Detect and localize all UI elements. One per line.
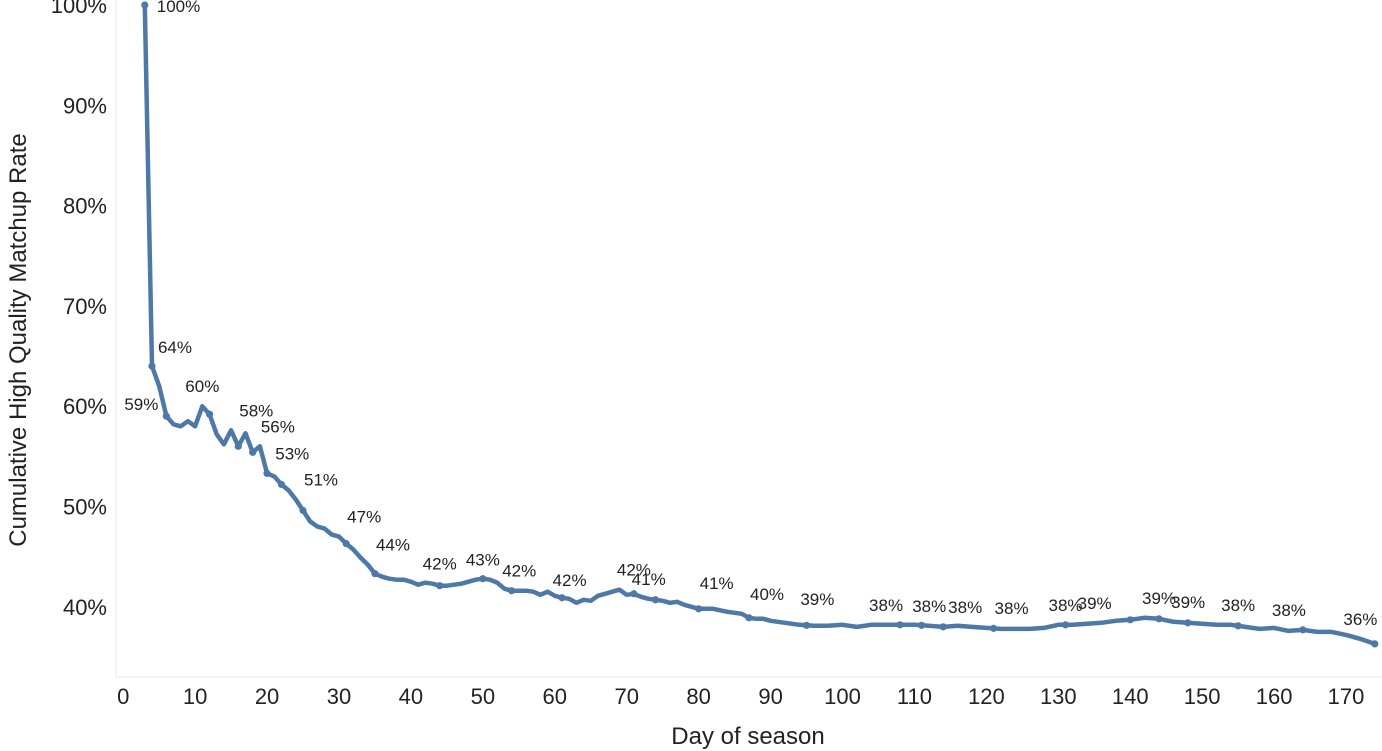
data-point (918, 621, 926, 629)
data-label: 41% (700, 574, 734, 593)
data-label: 56% (261, 417, 295, 436)
y-tick-label: 90% (63, 93, 107, 118)
y-tick-labels: 40% 50% 60% 70% 80% 90% 100% (51, 0, 107, 620)
data-label: 36% (1343, 610, 1377, 629)
data-point (249, 448, 257, 456)
data-label: 42% (617, 561, 651, 580)
data-label: 38% (948, 598, 982, 617)
data-point (1061, 621, 1070, 629)
y-tick-label: 60% (63, 394, 107, 419)
data-label: 42% (502, 562, 536, 581)
data-label: 39% (1078, 594, 1112, 613)
x-tick-label: 0 (117, 684, 129, 709)
data-label: 60% (185, 377, 219, 396)
data-point (141, 1, 149, 9)
data-label: 64% (158, 338, 192, 357)
y-tick-label: 80% (63, 194, 107, 219)
x-tick-label: 110 (897, 684, 932, 709)
data-point (896, 621, 904, 629)
x-tick-label: 170 (1328, 684, 1365, 709)
x-tick-label: 70 (614, 684, 638, 709)
data-label: 39% (1171, 593, 1205, 612)
data-label: 59% (124, 395, 158, 414)
data-point (1184, 619, 1192, 627)
data-point (745, 614, 753, 622)
data-label: 38% (912, 597, 946, 616)
data-point (263, 469, 271, 477)
data-label: 47% (347, 508, 381, 527)
x-tick-label: 10 (183, 684, 207, 709)
data-label: 38% (869, 596, 903, 615)
x-tick-label: 40 (399, 684, 423, 709)
data-label: 100% (157, 0, 200, 16)
data-label: 38% (1221, 596, 1255, 615)
data-label: 38% (1048, 596, 1082, 615)
data-label: 42% (423, 555, 457, 574)
x-tick-label: 60 (543, 684, 567, 709)
x-tick-labels: 0 10 20 30 40 50 60 70 80 90 100 110 120 130 140 150 160… (117, 684, 1364, 709)
data-label-group: 100%64%59%60%58%56%53%51%47%44%42% 43%42%… (124, 0, 1377, 629)
data-point (939, 623, 947, 631)
x-tick-label: 120 (968, 684, 1005, 709)
data-point (1371, 640, 1379, 648)
data-point (234, 442, 242, 450)
y-tick-label: 100% (51, 0, 107, 18)
plot-frame (115, 0, 1382, 678)
data-label: 38% (995, 599, 1029, 618)
data-point (558, 594, 566, 602)
x-tick-label: 50 (471, 684, 495, 709)
data-point (802, 621, 811, 629)
data-point (205, 410, 214, 418)
data-point (630, 590, 638, 598)
series-group (142, 2, 1378, 647)
x-tick-label: 140 (1112, 684, 1149, 709)
data-point (508, 587, 516, 595)
data-point (651, 596, 660, 604)
x-tick-label: 30 (327, 684, 351, 709)
y-tick-label: 50% (63, 494, 107, 519)
data-label: 42% (553, 571, 587, 590)
data-point (162, 412, 170, 420)
data-point (436, 582, 444, 590)
x-tick-label: 20 (255, 684, 279, 709)
data-point (989, 624, 998, 632)
data-label: 58% (239, 401, 273, 420)
y-tick-label: 40% (63, 595, 107, 620)
x-tick-label: 160 (1256, 684, 1293, 709)
y-tick-label: 70% (63, 294, 107, 319)
data-point (1299, 626, 1307, 634)
x-axis-title: Day of season (671, 723, 824, 750)
data-label: 43% (466, 551, 500, 570)
x-tick-label: 90 (758, 684, 782, 709)
data-label: 38% (1272, 601, 1306, 620)
x-tick-label: 100 (824, 684, 861, 709)
data-label: 51% (304, 470, 338, 489)
data-label: 41% (632, 570, 666, 589)
data-point (342, 540, 350, 548)
data-point (277, 480, 286, 489)
data-point (1126, 616, 1134, 624)
x-tick-label: 80 (686, 684, 710, 709)
data-point (371, 570, 379, 578)
marker-group (141, 1, 1379, 648)
data-label: 40% (750, 585, 784, 604)
data-point (1234, 622, 1242, 630)
series-line (142, 2, 1378, 647)
data-label: 39% (1142, 589, 1176, 608)
data-point (695, 605, 703, 613)
x-tick-label: 130 (1040, 684, 1077, 709)
data-point (299, 506, 307, 515)
data-label: 53% (275, 444, 309, 463)
data-label: 44% (376, 536, 410, 555)
x-tick-label: 150 (1184, 684, 1221, 709)
data-label: 39% (800, 590, 834, 609)
y-axis-title: Cumulative High Quality Matchup Rate (5, 133, 32, 547)
data-point (479, 575, 487, 583)
data-point (148, 362, 156, 370)
data-point (1155, 615, 1163, 623)
